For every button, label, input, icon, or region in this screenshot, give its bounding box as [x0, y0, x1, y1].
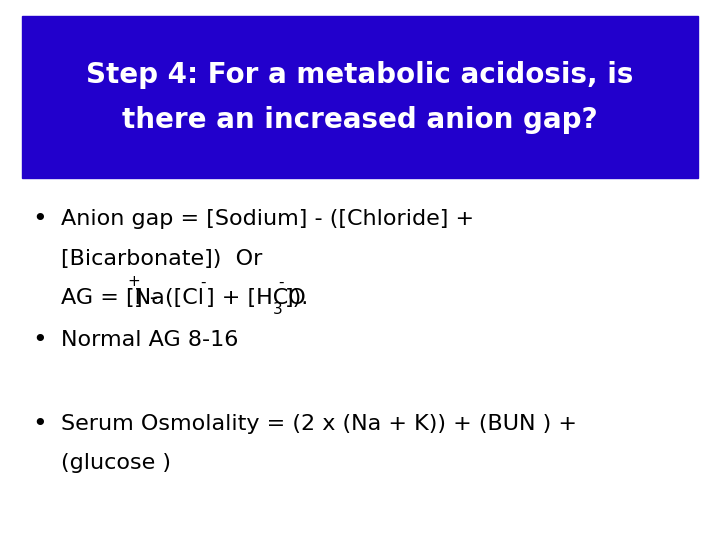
Text: AG = [Na: AG = [Na	[61, 288, 165, 308]
FancyBboxPatch shape	[22, 16, 698, 178]
Text: ] + [HCO: ] + [HCO	[206, 288, 306, 308]
Text: 3: 3	[272, 302, 282, 318]
Text: Step 4: For a metabolic acidosis, is: Step 4: For a metabolic acidosis, is	[86, 60, 634, 89]
Text: ] - ([Cl: ] - ([Cl	[134, 288, 204, 308]
Text: •: •	[32, 207, 47, 231]
Text: +: +	[127, 274, 140, 289]
Text: Anion gap = [Sodium] - ([Chloride] +: Anion gap = [Sodium] - ([Chloride] +	[61, 208, 474, 229]
Text: Normal AG 8-16: Normal AG 8-16	[61, 330, 238, 350]
Text: •: •	[32, 412, 47, 436]
Text: [Bicarbonate])  Or: [Bicarbonate]) Or	[61, 249, 263, 269]
Text: there an increased anion gap?: there an increased anion gap?	[122, 106, 598, 134]
Text: Serum Osmolality = (2 x (Na + K)) + (BUN ) +: Serum Osmolality = (2 x (Na + K)) + (BUN…	[61, 414, 577, 434]
Text: -: -	[279, 274, 284, 289]
Text: -: -	[200, 274, 206, 289]
Text: (glucose ): (glucose )	[61, 453, 171, 473]
Text: •: •	[32, 328, 47, 352]
Text: ]).: ]).	[284, 288, 309, 308]
